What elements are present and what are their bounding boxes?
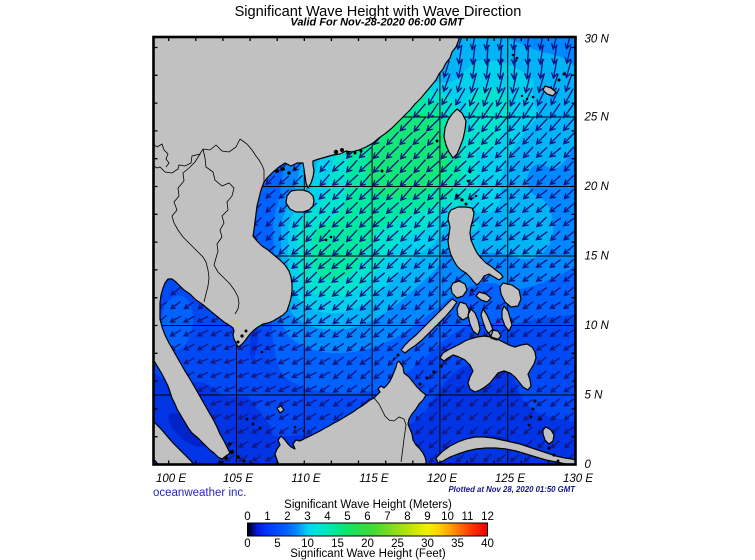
- svg-text:Plotted at Nov 28, 2020 01:50: Plotted at Nov 28, 2020 01:50 GMT: [448, 485, 576, 494]
- svg-text:10: 10: [301, 538, 314, 550]
- svg-text:15 N: 15 N: [585, 251, 610, 263]
- svg-text:40: 40: [481, 538, 494, 550]
- svg-text:30 N: 30 N: [585, 34, 610, 46]
- svg-text:100 E: 100 E: [156, 473, 186, 485]
- svg-text:110 E: 110 E: [291, 473, 321, 485]
- svg-text:125 E: 125 E: [495, 473, 525, 485]
- svg-text:0: 0: [244, 511, 250, 523]
- svg-text:130 E: 130 E: [563, 473, 593, 485]
- svg-text:Valid For Nov-28-2020 06:00 GM: Valid For Nov-28-2020 06:00 GMT: [290, 17, 464, 29]
- svg-text:11: 11: [462, 511, 474, 523]
- svg-text:20: 20: [361, 538, 374, 550]
- svg-text:5 N: 5 N: [585, 390, 604, 402]
- svg-text:4: 4: [324, 511, 331, 523]
- svg-text:115 E: 115 E: [359, 473, 389, 485]
- svg-text:10: 10: [441, 511, 454, 523]
- svg-text:35: 35: [451, 538, 464, 550]
- svg-text:1: 1: [264, 511, 270, 523]
- svg-text:25: 25: [391, 538, 404, 550]
- svg-text:3: 3: [304, 511, 310, 523]
- svg-text:7: 7: [384, 511, 390, 523]
- svg-text:2: 2: [284, 511, 290, 523]
- svg-text:0: 0: [585, 459, 592, 471]
- svg-text:5: 5: [274, 538, 280, 550]
- svg-text:Significant Wave Height with W: Significant Wave Height with Wave Direct…: [235, 4, 522, 20]
- svg-text:120 E: 120 E: [427, 473, 457, 485]
- svg-text:9: 9: [424, 511, 430, 523]
- svg-text:5: 5: [344, 511, 350, 523]
- svg-text:0: 0: [244, 538, 250, 550]
- svg-text:25 N: 25 N: [584, 112, 610, 124]
- svg-text:20 N: 20 N: [584, 181, 610, 193]
- svg-text:12: 12: [481, 511, 494, 523]
- svg-text:Significant Wave Height (Feet): Significant Wave Height (Feet): [290, 548, 446, 560]
- svg-text:oceanweather inc.: oceanweather inc.: [153, 487, 246, 499]
- svg-text:8: 8: [404, 511, 410, 523]
- svg-text:Significant Wave Height (Meter: Significant Wave Height (Meters): [284, 499, 452, 511]
- svg-text:6: 6: [364, 511, 370, 523]
- svg-text:30: 30: [421, 538, 434, 550]
- svg-text:15: 15: [331, 538, 344, 550]
- svg-text:10 N: 10 N: [585, 320, 610, 332]
- svg-text:105 E: 105 E: [223, 473, 253, 485]
